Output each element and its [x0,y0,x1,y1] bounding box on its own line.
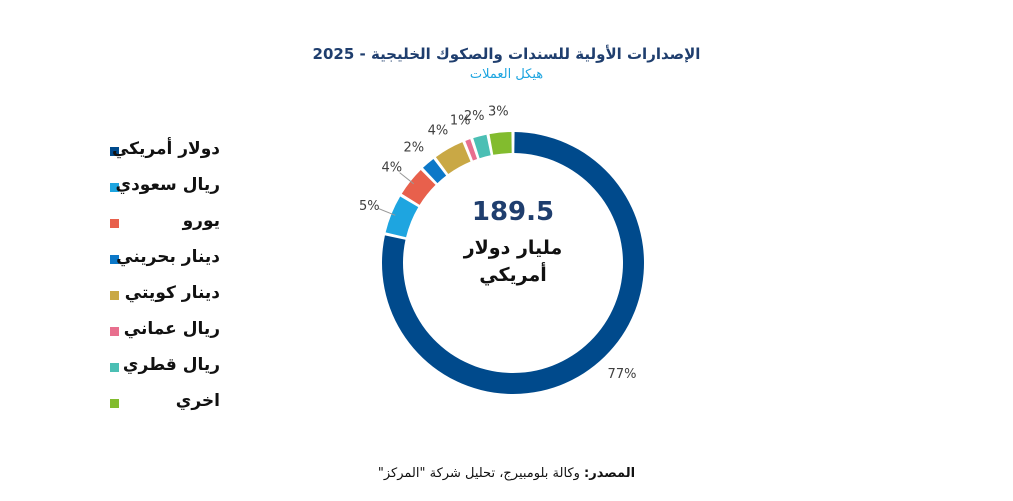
legend-item: دينار كويتي [110,283,240,319]
chart-legend: دولار أمريكي ريال سعودي يورو دينار بحريني دي… [110,139,240,427]
total-unit: مليار دولار أمريكي [463,237,563,286]
legend-item: ريال سعودي [110,175,240,211]
legend-item: دولار أمريكي [110,139,240,175]
data-label-6: 1% [450,113,471,128]
legend-item: ريال قطري [110,355,240,391]
leader-line-3 [399,172,415,185]
source-label: المصدر: [584,466,636,481]
legend-swatch [110,255,119,264]
legend-item: اخري [110,391,240,427]
legend-item: ريال عماني [110,319,240,355]
legend-swatch [110,219,119,228]
slice-3 [401,169,436,205]
legend-label: دينار بحريني [116,247,220,267]
data-label-4: 2% [404,140,425,155]
chart-title: الإصدارات الأولية للسندات والصكوك الخليج… [312,45,701,63]
data-label-7: 2% [464,109,485,124]
legend-label: اخري [175,391,220,411]
slice-5 [435,142,471,175]
slice-7 [473,134,491,159]
legend-label: ريال عماني [123,319,220,339]
slice-4 [423,158,447,184]
slice-8 [489,132,512,155]
slice-2 [385,196,419,238]
source-text: وكالة بلومبيرج، تحليل شركة "المركز" [377,466,580,481]
legend-item: يورو [110,211,240,247]
data-label-8: 3% [488,105,509,120]
legend-swatch [110,327,119,336]
data-label-2: 5% [359,199,380,214]
legend-swatch [110,399,119,408]
legend-label: دينار كويتي [124,283,220,303]
legend-label: دولار أمريكي [111,139,220,159]
legend-label: ريال قطري [122,355,220,375]
legend-swatch [110,291,119,300]
legend-item: دينار بحريني [110,247,240,283]
data-label-5: 4% [428,124,449,139]
legend-label: يورو [182,211,220,231]
slice-6 [465,139,478,161]
legend-swatch [110,183,119,192]
leader-line-2 [378,208,396,216]
legend-swatch [110,363,119,372]
chart-subtitle: هيكل العملات [469,67,544,82]
data-label-3: 4% [382,160,403,175]
legend-label: ريال سعودي [115,175,221,195]
data-label-1: 77% [608,367,637,382]
legend-swatch [110,147,119,156]
source-note: المصدر: وكالة بلومبيرج، تحليل شركة "المر… [0,466,1013,481]
total-value: 189.5 [471,197,555,227]
